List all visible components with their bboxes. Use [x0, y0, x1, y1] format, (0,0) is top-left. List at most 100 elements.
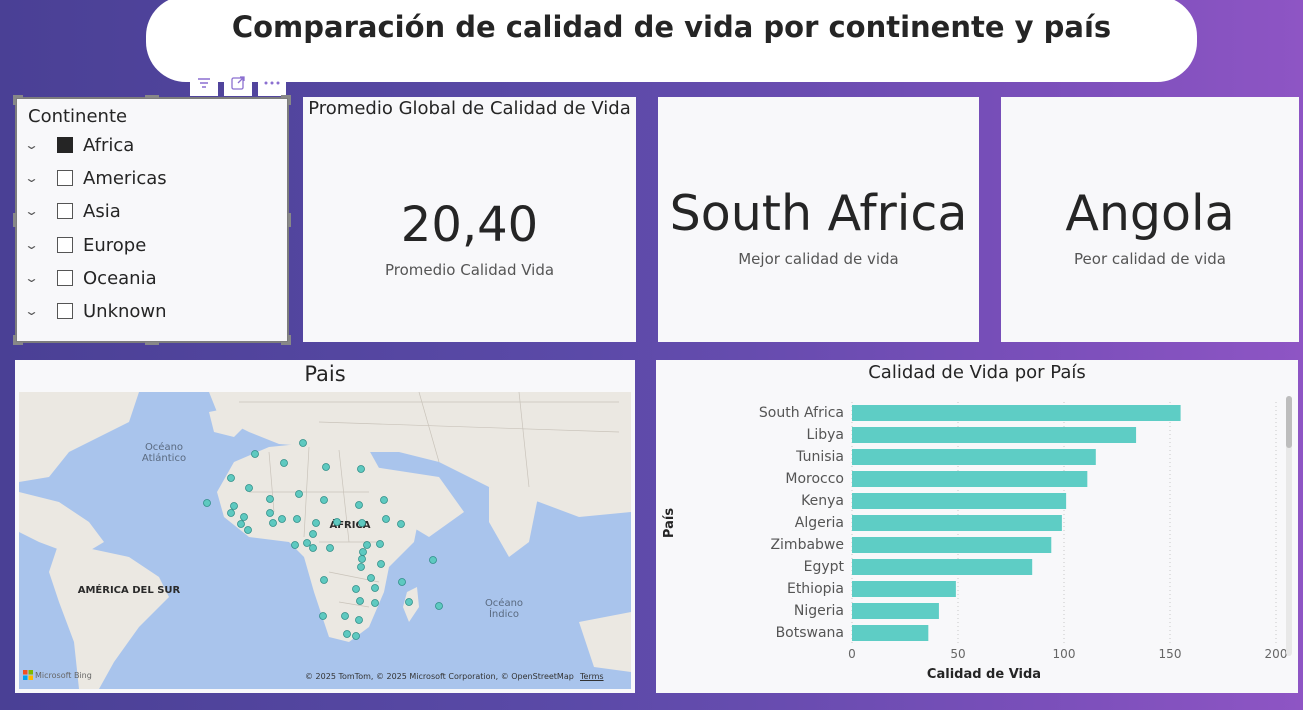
map-point — [240, 513, 248, 521]
chevron-down-icon[interactable]: ⌄ — [24, 238, 40, 252]
chevron-down-icon[interactable]: ⌄ — [24, 138, 40, 152]
checkbox[interactable] — [57, 170, 73, 186]
map-point — [359, 548, 367, 556]
chart-scrollbar[interactable] — [1286, 396, 1292, 656]
bar — [852, 427, 1137, 443]
resize-handle[interactable] — [13, 213, 16, 227]
bar — [852, 537, 1052, 553]
map-point — [357, 563, 365, 571]
slicer-item-unknown[interactable]: ⌄ Unknown — [24, 299, 167, 323]
chevron-down-icon[interactable]: ⌄ — [24, 171, 40, 185]
map-point — [293, 515, 301, 523]
map-point — [405, 598, 413, 606]
map-point — [363, 541, 371, 549]
slicer-item-americas[interactable]: ⌄ Americas — [24, 166, 167, 190]
y-category-label: Libya — [807, 427, 844, 443]
resize-handle[interactable] — [145, 95, 159, 98]
resize-handle[interactable] — [145, 342, 159, 345]
map-point — [320, 576, 328, 584]
checkbox[interactable] — [57, 237, 73, 253]
kpi-value: South Africa — [669, 185, 968, 242]
resize-handle[interactable] — [281, 95, 291, 98]
map-point — [435, 602, 443, 610]
slicer-item-asia[interactable]: ⌄ Asia — [24, 199, 121, 223]
x-axis-title: Calidad de Vida — [927, 667, 1041, 682]
checkbox[interactable] — [57, 303, 73, 319]
y-category-label: Botswana — [776, 625, 844, 641]
bar-chart-visual[interactable]: Calidad de Vida por País 0 50 100 150 200 Sou… — [656, 360, 1298, 693]
bar-chart-svg: 0 50 100 150 200 South Africa Libya Tunisia Moro… — [662, 402, 1287, 682]
bar — [852, 581, 956, 597]
y-category-label: Egypt — [804, 559, 845, 575]
resize-handle[interactable] — [288, 95, 291, 105]
continent-slicer[interactable]: Continente ⌄ Africa ⌄ Americas ⌄ Asia ⌄ … — [13, 95, 291, 345]
kpi-value: 20,40 — [400, 197, 539, 253]
kpi-card-average[interactable]: Promedio Global de Calidad de Vida 20,40… — [303, 97, 636, 342]
bar — [852, 405, 1181, 421]
resize-handle[interactable] — [288, 213, 291, 227]
kpi-card-best[interactable]: South Africa Mejor calidad de vida — [658, 97, 979, 342]
resize-handle[interactable] — [13, 95, 23, 98]
chevron-down-icon[interactable]: ⌄ — [24, 204, 40, 218]
y-category-label: Zimbabwe — [770, 537, 844, 553]
checkbox[interactable] — [57, 137, 73, 153]
resize-handle[interactable] — [281, 342, 291, 345]
bar — [852, 493, 1067, 509]
chart-scrollbar-thumb[interactable] — [1286, 396, 1292, 448]
resize-handle[interactable] — [13, 335, 16, 345]
y-category-label: Kenya — [801, 493, 844, 509]
map-point — [266, 509, 274, 517]
y-axis-title: País — [662, 508, 677, 538]
visual-header-toolbar — [190, 70, 286, 96]
checkbox[interactable] — [57, 203, 73, 219]
slicer-item-africa[interactable]: ⌄ Africa — [24, 133, 134, 157]
kpi-label: Peor calidad de vida — [1074, 250, 1226, 268]
filter-icon[interactable] — [190, 70, 218, 96]
bar — [852, 471, 1088, 487]
map-label-africa: ÁFRICA — [329, 520, 371, 531]
map-terms-link[interactable]: Terms — [580, 672, 604, 681]
map-point — [358, 519, 366, 527]
map-point — [237, 520, 245, 528]
map-point — [341, 612, 349, 620]
map-point — [230, 502, 238, 510]
slicer-item-label: Americas — [83, 167, 167, 189]
map-point — [309, 544, 317, 552]
map-point — [291, 541, 299, 549]
kpi-card-worst[interactable]: Angola Peor calidad de vida — [1001, 97, 1299, 342]
map-point — [319, 612, 327, 620]
more-options-icon[interactable] — [258, 70, 286, 96]
x-tick-label: 50 — [950, 647, 965, 661]
y-category-label: Algeria — [795, 515, 844, 531]
map-title: Pais — [304, 362, 346, 386]
map-visual[interactable]: Pais Océano Atlánt — [15, 360, 635, 693]
checkbox[interactable] — [57, 270, 73, 286]
report-title: Comparación de calidad de vida por conti… — [231, 10, 1112, 44]
kpi-value: Angola — [1065, 185, 1235, 242]
map-point — [227, 509, 235, 517]
map-point — [326, 544, 334, 552]
kpi-label: Mejor calidad de vida — [738, 250, 899, 268]
resize-handle[interactable] — [288, 335, 291, 345]
slicer-item-europe[interactable]: ⌄ Europe — [24, 233, 146, 257]
map-canvas[interactable]: Océano Atlántico ÁFRICA AMÉRICA DEL SUR … — [19, 392, 631, 689]
map-point — [203, 499, 211, 507]
chevron-down-icon[interactable]: ⌄ — [24, 271, 40, 285]
map-point — [299, 439, 307, 447]
resize-handle[interactable] — [13, 95, 16, 105]
map-point — [278, 515, 286, 523]
map-point — [358, 555, 366, 563]
map-point — [251, 450, 259, 458]
map-point — [376, 540, 384, 548]
map-attribution[interactable]: © 2025 TomTom, © 2025 Microsoft Corporat… — [305, 672, 574, 681]
chevron-down-icon[interactable]: ⌄ — [24, 304, 40, 318]
bar — [852, 559, 1033, 575]
bing-logo: Microsoft Bing — [23, 670, 92, 680]
map-points — [203, 439, 443, 640]
map-point — [382, 515, 390, 523]
slicer-item-oceania[interactable]: ⌄ Oceania — [24, 266, 157, 290]
focus-mode-icon[interactable] — [224, 70, 252, 96]
map-point — [380, 496, 388, 504]
resize-handle[interactable] — [13, 342, 23, 345]
y-category-label: South Africa — [759, 405, 844, 421]
